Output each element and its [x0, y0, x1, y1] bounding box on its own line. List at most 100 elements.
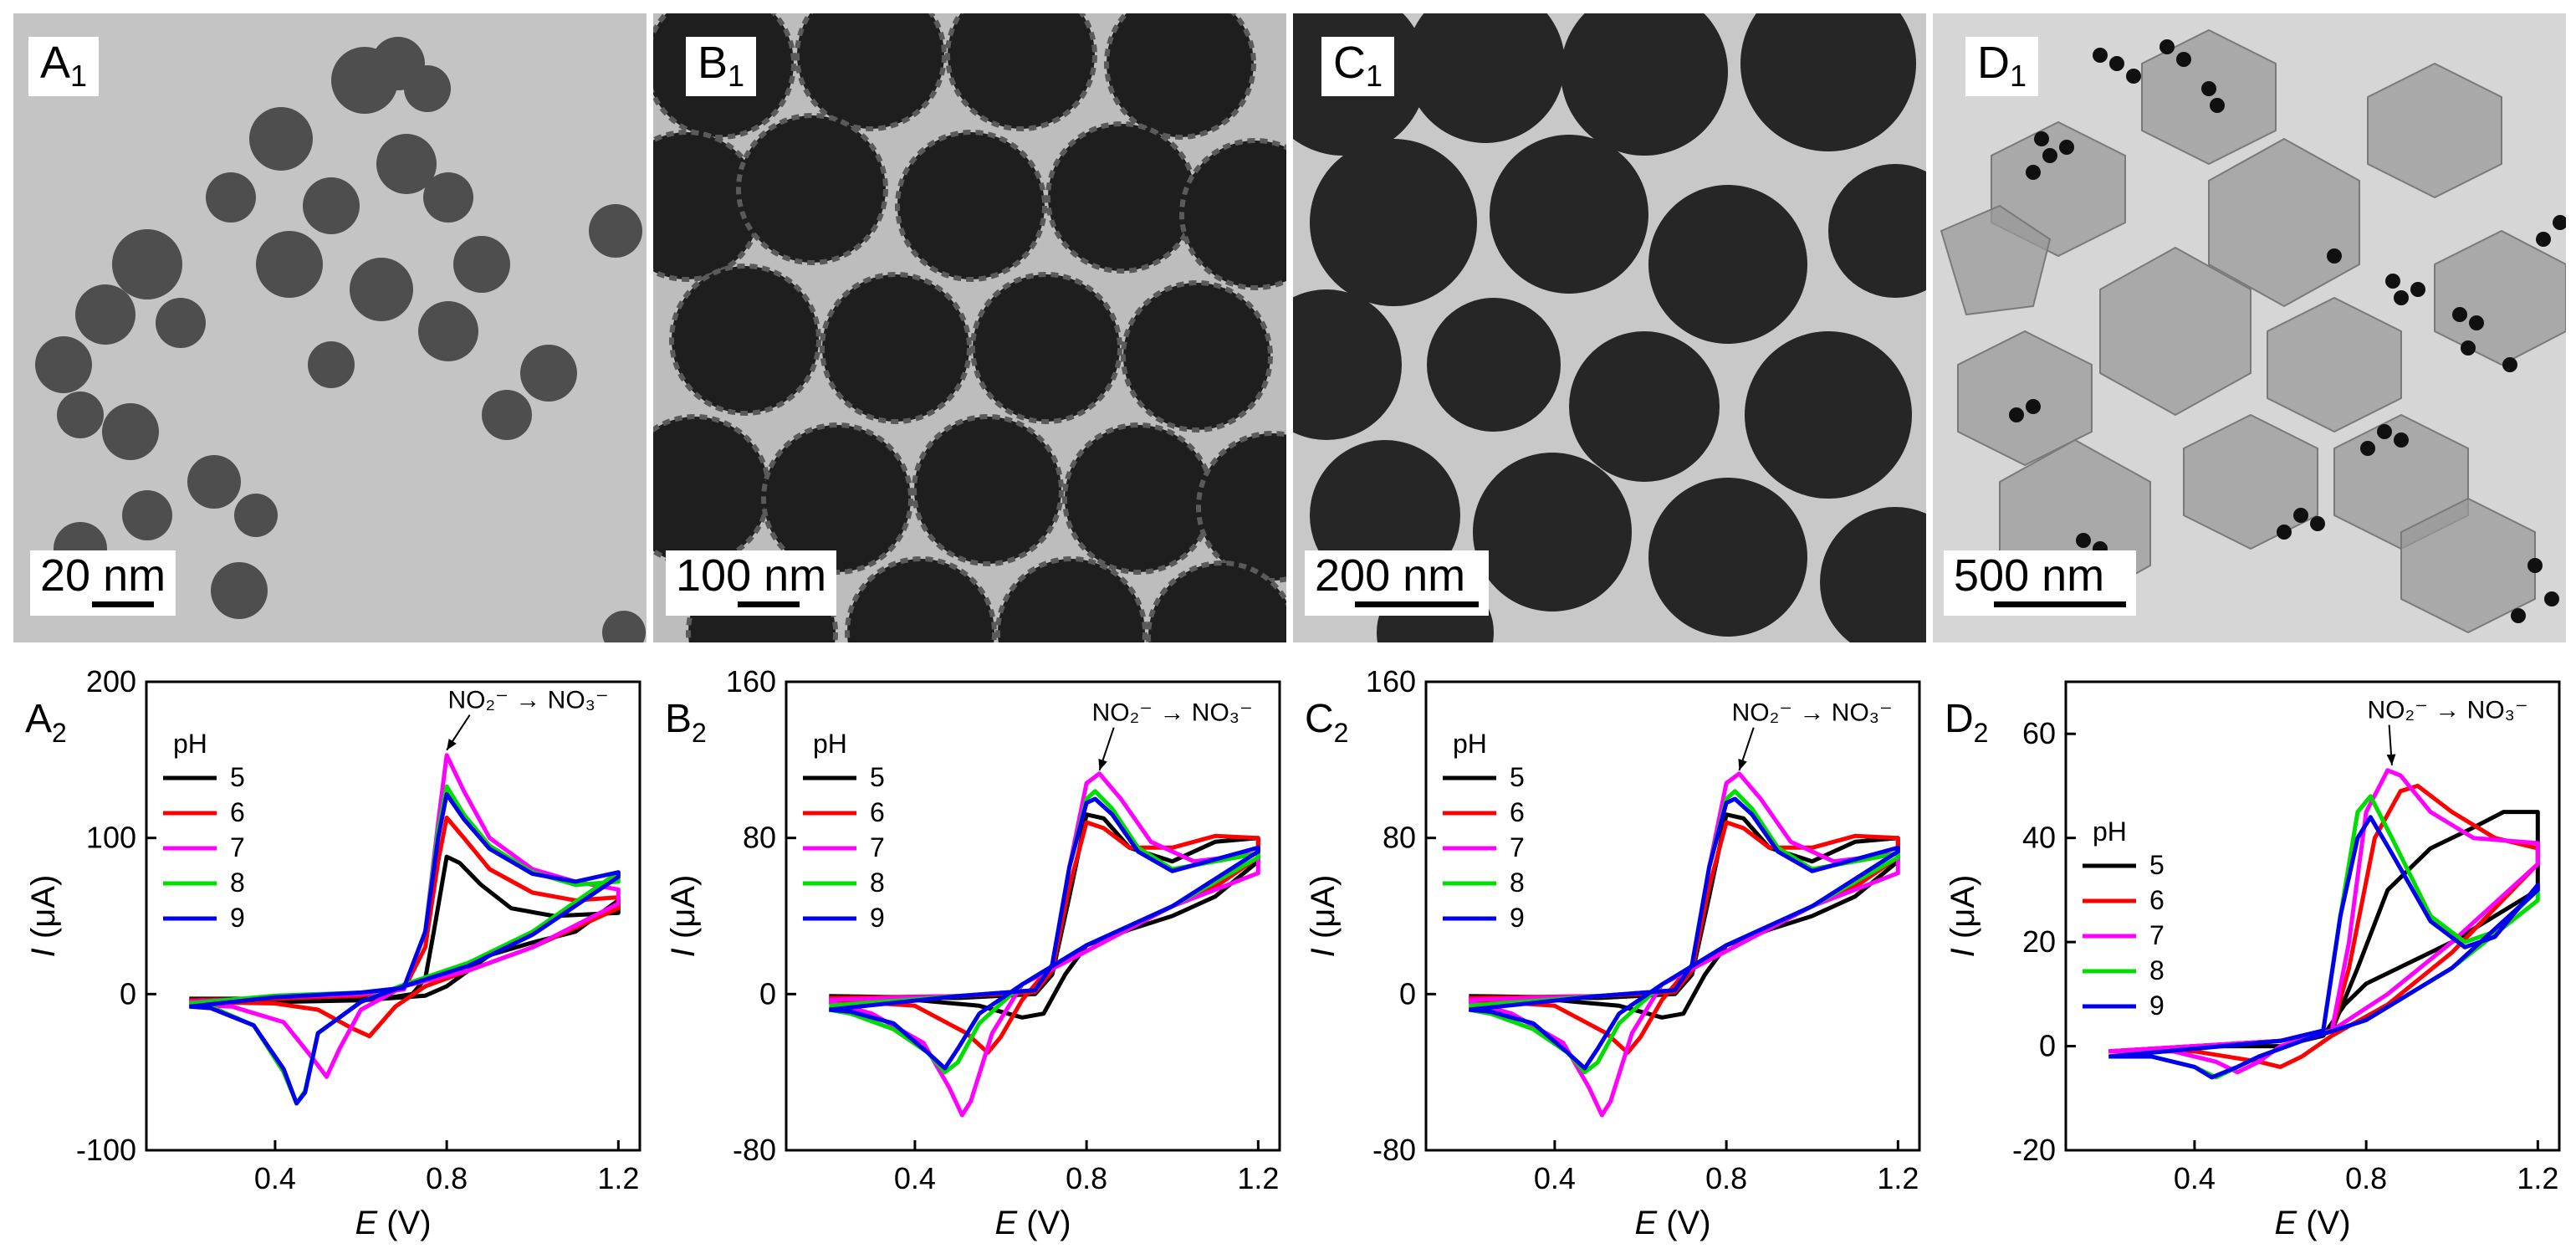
- panel-subscript: 1: [70, 59, 88, 93]
- y-tick-label: 0: [759, 976, 776, 1011]
- legend-label-ph-6: 6: [230, 797, 245, 827]
- y-tick-label: 160: [726, 664, 776, 699]
- chart-panel-label: D2: [1945, 697, 1988, 748]
- y-axis-label: I (μA): [665, 875, 702, 958]
- panel-letter: D: [1977, 38, 2010, 88]
- cv-curve-ph-9: [1469, 796, 1900, 1071]
- x-axis-label: E (V): [2274, 1205, 2350, 1241]
- cv-curve-ph-6: [189, 815, 621, 1039]
- legend-label-ph-5: 5: [1510, 762, 1525, 792]
- tem-panel-b1: [653, 13, 1286, 642]
- y-tick-label: 40: [2022, 821, 2056, 855]
- tem-image-d1: [1933, 13, 2566, 642]
- plot-frame: [1424, 680, 1921, 1152]
- x-tick-label: 0.4: [894, 1161, 936, 1195]
- legend-label-ph-8: 8: [870, 867, 885, 898]
- plot-frame: [785, 680, 1281, 1152]
- cv-curve-ph-7: [828, 771, 1260, 1118]
- scale-label: 100 nm: [676, 550, 827, 601]
- scale-label: 200 nm: [1315, 550, 1466, 601]
- legend-label-ph-5: 5: [2149, 850, 2165, 880]
- legend-label-ph-9: 9: [230, 903, 245, 933]
- chart-panel-label: B2: [665, 697, 707, 748]
- scale-bar-b1: 100 nm: [666, 550, 837, 616]
- panel-subscript: 1: [1366, 59, 1383, 93]
- y-tick-label: 0: [1399, 976, 1416, 1011]
- x-tick-label: 0.4: [2174, 1161, 2216, 1195]
- annotation-text: NO₂⁻ → NO₃⁻: [1092, 699, 1253, 727]
- panel-subscript: 1: [728, 59, 745, 93]
- x-axis-label: E (V): [355, 1205, 431, 1241]
- y-tick-label: -100: [76, 1133, 136, 1167]
- legend-label-ph-9: 9: [870, 903, 885, 933]
- scale-line: [1355, 601, 1479, 607]
- y-tick-label: 80: [1383, 821, 1416, 855]
- cv-curve-ph-9: [2108, 815, 2540, 1080]
- cv-chart-a2: 0.4 0.8 1.2 -100 0 100 200 E (V) I (μA) A2 pH 5 6 7 8 9…: [25, 664, 641, 1241]
- x-tick-label: 1.2: [597, 1161, 639, 1195]
- y-axis-label: I (μA): [1945, 875, 1981, 958]
- panel-subscript: 1: [2010, 59, 2027, 93]
- cv-chart-b2: 0.4 0.8 1.2 -80 0 80 160 E (V) I (μA) B2 pH 5 6 7 8 9 NO…: [665, 664, 1281, 1241]
- x-tick-label: 0.8: [426, 1161, 468, 1195]
- cv-curve-ph-9: [829, 796, 1260, 1071]
- y-tick-label: 0: [120, 976, 136, 1011]
- plot-frame: [145, 680, 641, 1152]
- tem-label-a1: A1: [28, 37, 100, 96]
- cv-curve-ph-7: [2108, 768, 2540, 1075]
- y-tick-label: 100: [86, 821, 136, 855]
- cv-curve-ph-8: [1468, 789, 1900, 1075]
- cv-curve-ph-9: [189, 791, 621, 1106]
- panel-letter: A: [40, 38, 71, 88]
- cv-curve-ph-6: [1469, 820, 1900, 1055]
- panel-letter: B: [698, 38, 728, 88]
- tem-label-d1: D1: [1965, 37, 2039, 96]
- x-tick-label: 0.4: [1534, 1161, 1576, 1195]
- cv-curve-ph-5: [1469, 812, 1900, 1020]
- x-tick-label: 0.8: [1066, 1161, 1107, 1195]
- cv-chart-c2: 0.4 0.8 1.2 -80 0 80 160 E (V) I (μA) C2 pH 5 6 7 8 9 NO…: [1305, 664, 1921, 1241]
- tem-label-c1: C1: [1321, 37, 1395, 96]
- y-tick-label: 60: [2022, 716, 2056, 750]
- legend-label-ph-6: 6: [2149, 885, 2165, 915]
- y-axis-label: I (μA): [25, 875, 62, 958]
- y-tick-label: 80: [743, 821, 776, 855]
- legend-label-ph-6: 6: [870, 797, 885, 827]
- y-tick-label: 160: [1366, 664, 1416, 699]
- y-axis-label: I (μA): [1305, 875, 1342, 958]
- cv-curve-ph-8: [189, 784, 621, 1106]
- annotation-arrowhead: [1738, 759, 1747, 770]
- annotation-arrowhead: [447, 738, 457, 750]
- x-axis-label: E (V): [1634, 1205, 1710, 1241]
- tem-panel-c1: [1293, 13, 1926, 642]
- legend-label-ph-7: 7: [1510, 832, 1525, 862]
- annotation-text: NO₂⁻ → NO₃⁻: [1732, 699, 1893, 727]
- tem-label-b1: B1: [686, 37, 757, 96]
- scale-label: 20 nm: [40, 550, 166, 601]
- tem-panel-a1: [13, 13, 647, 642]
- x-tick-label: 1.2: [2517, 1161, 2558, 1195]
- scale-bar-c1: 200 nm: [1305, 550, 1489, 616]
- legend-label-ph-8: 8: [230, 867, 245, 898]
- legend-label-ph-7: 7: [230, 832, 245, 862]
- cv-curve-ph-7: [1468, 771, 1900, 1118]
- y-tick-label: -20: [2012, 1133, 2056, 1167]
- y-tick-label: -80: [1372, 1133, 1416, 1167]
- cv-curve-ph-5: [829, 812, 1260, 1020]
- x-tick-label: 1.2: [1877, 1161, 1919, 1195]
- chart-panel-label: C2: [1305, 697, 1348, 748]
- legend-label-ph-8: 8: [1510, 867, 1525, 898]
- legend-label-ph-9: 9: [2149, 990, 2165, 1021]
- chart-panel-label: A2: [25, 697, 67, 748]
- y-tick-label: 20: [2022, 924, 2056, 959]
- scale-line: [738, 601, 800, 607]
- scale-bar-d1: 500 nm: [1944, 550, 2136, 616]
- tem-image-b1: [653, 13, 1286, 642]
- annotation-text: NO₂⁻ → NO₃⁻: [448, 687, 609, 714]
- x-tick-label: 0.8: [2345, 1161, 2387, 1195]
- y-tick-label: 0: [2039, 1029, 2056, 1063]
- annotation-arrowhead: [2386, 754, 2396, 765]
- cv-curve-ph-8: [828, 789, 1260, 1075]
- x-axis-label: E (V): [994, 1205, 1071, 1241]
